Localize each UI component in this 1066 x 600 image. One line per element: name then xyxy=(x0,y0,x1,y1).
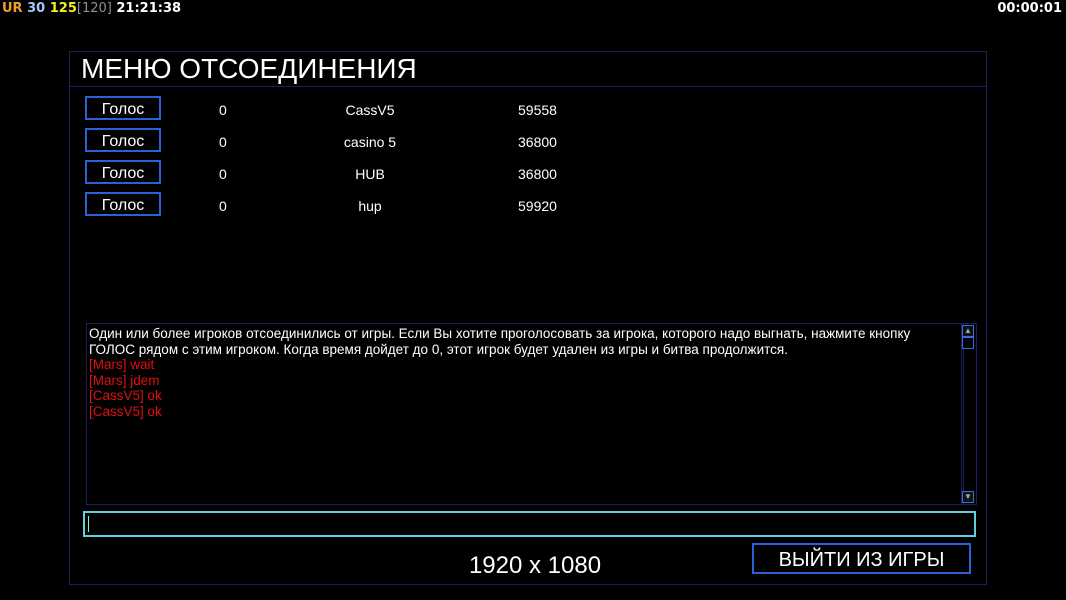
player-name: HUB xyxy=(355,166,385,182)
player-value: 59558 xyxy=(518,102,557,118)
hud-stats: UR 30 125[120] 21:21:38 xyxy=(2,1,181,16)
chat-log: Один или более игроков отсоединились от … xyxy=(86,323,964,505)
ur-label: UR xyxy=(2,1,23,16)
clock: 21:21:38 xyxy=(116,1,182,16)
vote-count: 0 xyxy=(219,198,227,214)
game-timer: 00:00:01 xyxy=(997,1,1062,16)
chat-input[interactable] xyxy=(83,511,976,537)
vote-count: 0 xyxy=(219,102,227,118)
resolution-label: 1920 x 1080 xyxy=(468,552,602,579)
player-name: hup xyxy=(358,198,382,214)
player-name: CassV5 xyxy=(345,102,395,118)
chat-scrollbar[interactable]: ▲ ▼ xyxy=(961,323,977,505)
disconnect-menu: МЕНЮ ОТСОЕДИНЕНИЯ Голос 0 CassV5 59558 Го… xyxy=(69,51,987,585)
player-value: 36800 xyxy=(518,134,557,150)
player-row: Голос 0 hup 59920 xyxy=(70,192,670,220)
scroll-up-arrow-icon[interactable]: ▲ xyxy=(962,325,974,337)
ping: 125 xyxy=(49,1,77,16)
scroll-down-arrow-icon[interactable]: ▼ xyxy=(962,491,974,503)
title-bar: МЕНЮ ОТСОЕДИНЕНИЯ xyxy=(70,52,986,87)
player-row: Голос 0 HUB 36800 xyxy=(70,160,670,188)
system-message: Один или более игроков отсоединились от … xyxy=(89,326,911,357)
exit-game-button[interactable]: ВЫЙТИ ИЗ ИГРЫ xyxy=(752,543,971,574)
player-value: 59920 xyxy=(518,198,557,214)
chat-message: [Mars] wait xyxy=(89,357,155,372)
chat-message: [Mars] jdem xyxy=(89,372,160,388)
text-caret xyxy=(88,516,89,532)
fps: 30 xyxy=(27,1,46,16)
player-name: casino 5 xyxy=(343,134,397,150)
vote-count: 0 xyxy=(219,166,227,182)
vote-button[interactable]: Голос xyxy=(85,192,161,216)
vote-button[interactable]: Голос xyxy=(85,128,161,152)
vote-button[interactable]: Голос xyxy=(85,96,161,120)
chat-message: [CassV5] ok xyxy=(89,403,162,419)
player-row: Голос 0 CassV5 59558 xyxy=(70,96,670,124)
ping-bracket: [120] xyxy=(76,1,112,16)
chat-message: [CassV5] ok xyxy=(89,388,162,403)
page-title: МЕНЮ ОТСОЕДИНЕНИЯ xyxy=(81,53,417,84)
scroll-thumb[interactable] xyxy=(962,337,974,349)
vote-count: 0 xyxy=(219,134,227,150)
player-value: 36800 xyxy=(518,166,557,182)
player-row: Голос 0 casino 5 36800 xyxy=(70,128,670,156)
vote-button[interactable]: Голос xyxy=(85,160,161,184)
